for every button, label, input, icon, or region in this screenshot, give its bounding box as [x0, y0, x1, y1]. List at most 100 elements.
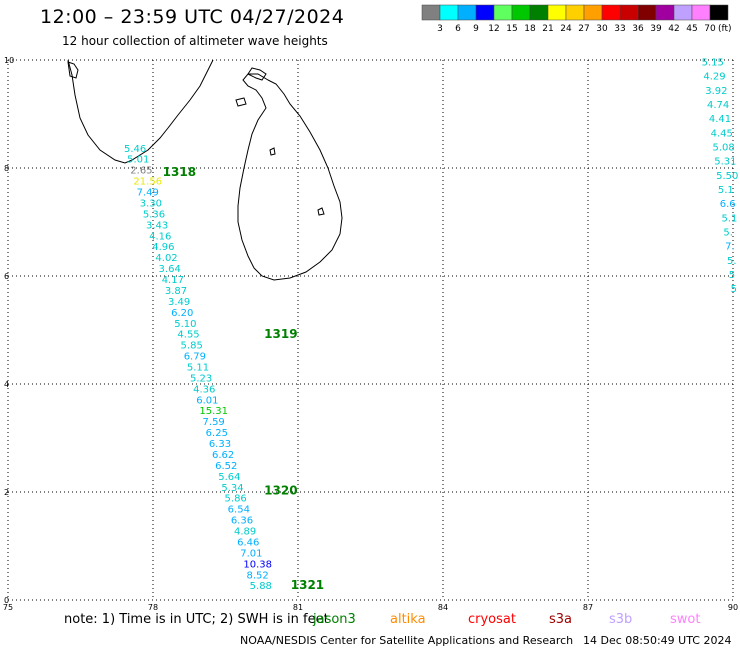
swh-value: 3.30 — [140, 198, 162, 209]
swh-value: 10.38 — [243, 559, 272, 570]
india-coastline — [67, 59, 214, 164]
swh-value: 5.10 — [174, 319, 196, 330]
swh-value: 4.17 — [162, 275, 184, 286]
legend-label: 24 — [560, 24, 572, 34]
swh-value: 5 — [731, 284, 737, 295]
swh-value: 5.34 — [221, 483, 243, 494]
lat-tick-label: 8 — [4, 164, 9, 173]
satellite-cryosat: cryosat — [468, 612, 516, 627]
altimeter-track-east: 5.154.293.924.744.414.455.085.315.505.16… — [702, 57, 739, 295]
legend-label: 45 — [686, 24, 697, 34]
legend-swatch — [709, 4, 729, 21]
pass-number: 1320 — [264, 484, 297, 498]
legend-label: 21 — [542, 24, 553, 34]
swh-value: 5. — [727, 256, 737, 267]
legend-label: 15 — [506, 24, 517, 34]
swh-value: 4.41 — [709, 114, 731, 125]
swh-value: 21.56 — [133, 177, 162, 188]
swh-value: 5.50 — [716, 171, 738, 182]
legend-label: 39 — [650, 24, 662, 34]
swh-value: 5.1 — [718, 185, 734, 196]
swh-value: 5. — [723, 228, 733, 239]
swh-value: 6.01 — [196, 395, 218, 406]
swh-value: 5.15 — [702, 57, 724, 68]
pass-number: 1321 — [291, 578, 324, 592]
mannar-island — [235, 97, 247, 107]
swh-value: 4.89 — [234, 527, 256, 538]
sri-lanka-coastline — [237, 73, 343, 281]
pass-numbers: 1318 1319 1320 1321 — [163, 165, 324, 592]
swh-value: 5.11 — [187, 363, 209, 374]
swh-value: 5.23 — [190, 373, 212, 384]
legend-label: 33 — [614, 24, 625, 34]
footnote: note: 1) Time is in UTC; 2) SWH is in fe… — [64, 612, 329, 627]
credit-line: NOAA/NESDIS Center for Satellite Applica… — [240, 634, 574, 647]
swh-value: 4.45 — [711, 128, 733, 139]
legend-label: 6 — [455, 24, 461, 34]
altimeter-track-west: 5.465.012.6521.567.493.305.363.434.164.9… — [124, 144, 272, 592]
swh-value: 6.46 — [237, 537, 259, 548]
jaffna-peninsula — [247, 67, 267, 81]
lat-lon-grid — [7, 59, 734, 601]
lat-tick-label: 0 — [4, 596, 9, 605]
lon-tick-label: 90 — [728, 603, 738, 610]
coastline — [67, 59, 343, 281]
pass-number: 1318 — [163, 165, 196, 179]
map-title: 12:00 – 23:59 UTC 04/27/2024 — [40, 6, 345, 28]
lat-tick-label: 4 — [4, 380, 9, 389]
swh-value: 3.64 — [159, 264, 181, 275]
satellite-s3b: s3b — [609, 612, 633, 627]
swh-value: 5.1 — [722, 213, 738, 224]
legend-label: 70 — [704, 24, 716, 34]
swh-value: 8.52 — [247, 570, 269, 581]
swh-value: 6.52 — [215, 461, 237, 472]
swh-value: 4.36 — [193, 384, 215, 395]
legend-label: 18 — [524, 24, 536, 34]
color-scale-legend: 3 6 9 12 15 18 21 24 27 30 33 36 39 42 45 70 (ft) — [421, 4, 732, 34]
lon-tick-label: 81 — [293, 603, 303, 610]
generation-time: 14 Dec 08:50:49 UTC 2024 — [583, 634, 732, 647]
satellite-jason3: jason3 — [313, 612, 356, 627]
swh-value: 5.86 — [225, 494, 247, 505]
lon-tick-label: 75 — [3, 603, 13, 610]
swh-value: 7.01 — [240, 548, 262, 559]
swh-value: 5.31 — [714, 157, 736, 168]
swh-value: 6.25 — [206, 428, 228, 439]
legend-label: 27 — [578, 24, 589, 34]
swh-value: 5.36 — [143, 209, 165, 220]
swh-value: 4.16 — [149, 231, 171, 242]
swh-value: 4.02 — [155, 253, 177, 264]
swh-value: 15.31 — [199, 406, 228, 417]
swh-value: 4.29 — [703, 72, 725, 83]
swh-value: 6.33 — [209, 439, 231, 450]
india-coast-fragment — [67, 61, 79, 79]
legend-label: 12 — [488, 24, 499, 34]
swh-value: 5.08 — [712, 142, 734, 153]
pass-number: 1319 — [264, 327, 297, 341]
swh-value: 4.55 — [177, 330, 199, 341]
swh-value: 6.62 — [212, 450, 234, 461]
legend-unit: (ft) — [718, 24, 732, 34]
swh-value: 5.85 — [181, 341, 203, 352]
coastal-islet — [269, 147, 276, 156]
swh-value: 3.87 — [165, 286, 187, 297]
lat-tick-label: 2 — [4, 488, 9, 497]
swh-value: 7.59 — [203, 417, 225, 428]
swh-value: 3.43 — [146, 220, 168, 231]
swh-value: 4.96 — [152, 242, 174, 253]
satellite-altika: altika — [390, 612, 426, 627]
swh-value: 5 — [729, 270, 735, 281]
swh-value: 6.79 — [184, 352, 206, 363]
swh-value: 7. — [725, 242, 735, 253]
swh-value: 2.65 — [130, 166, 152, 177]
lon-tick-label: 84 — [438, 603, 448, 610]
swh-value: 6.36 — [231, 516, 253, 527]
swh-value: 7.49 — [137, 188, 159, 199]
lat-tick-label: 6 — [4, 272, 9, 281]
swh-value: 6.54 — [228, 505, 250, 516]
swh-value: 5.64 — [218, 472, 240, 483]
swh-value: 6.20 — [171, 308, 193, 319]
swh-value: 5.46 — [124, 144, 146, 155]
legend-label: 9 — [473, 24, 479, 34]
